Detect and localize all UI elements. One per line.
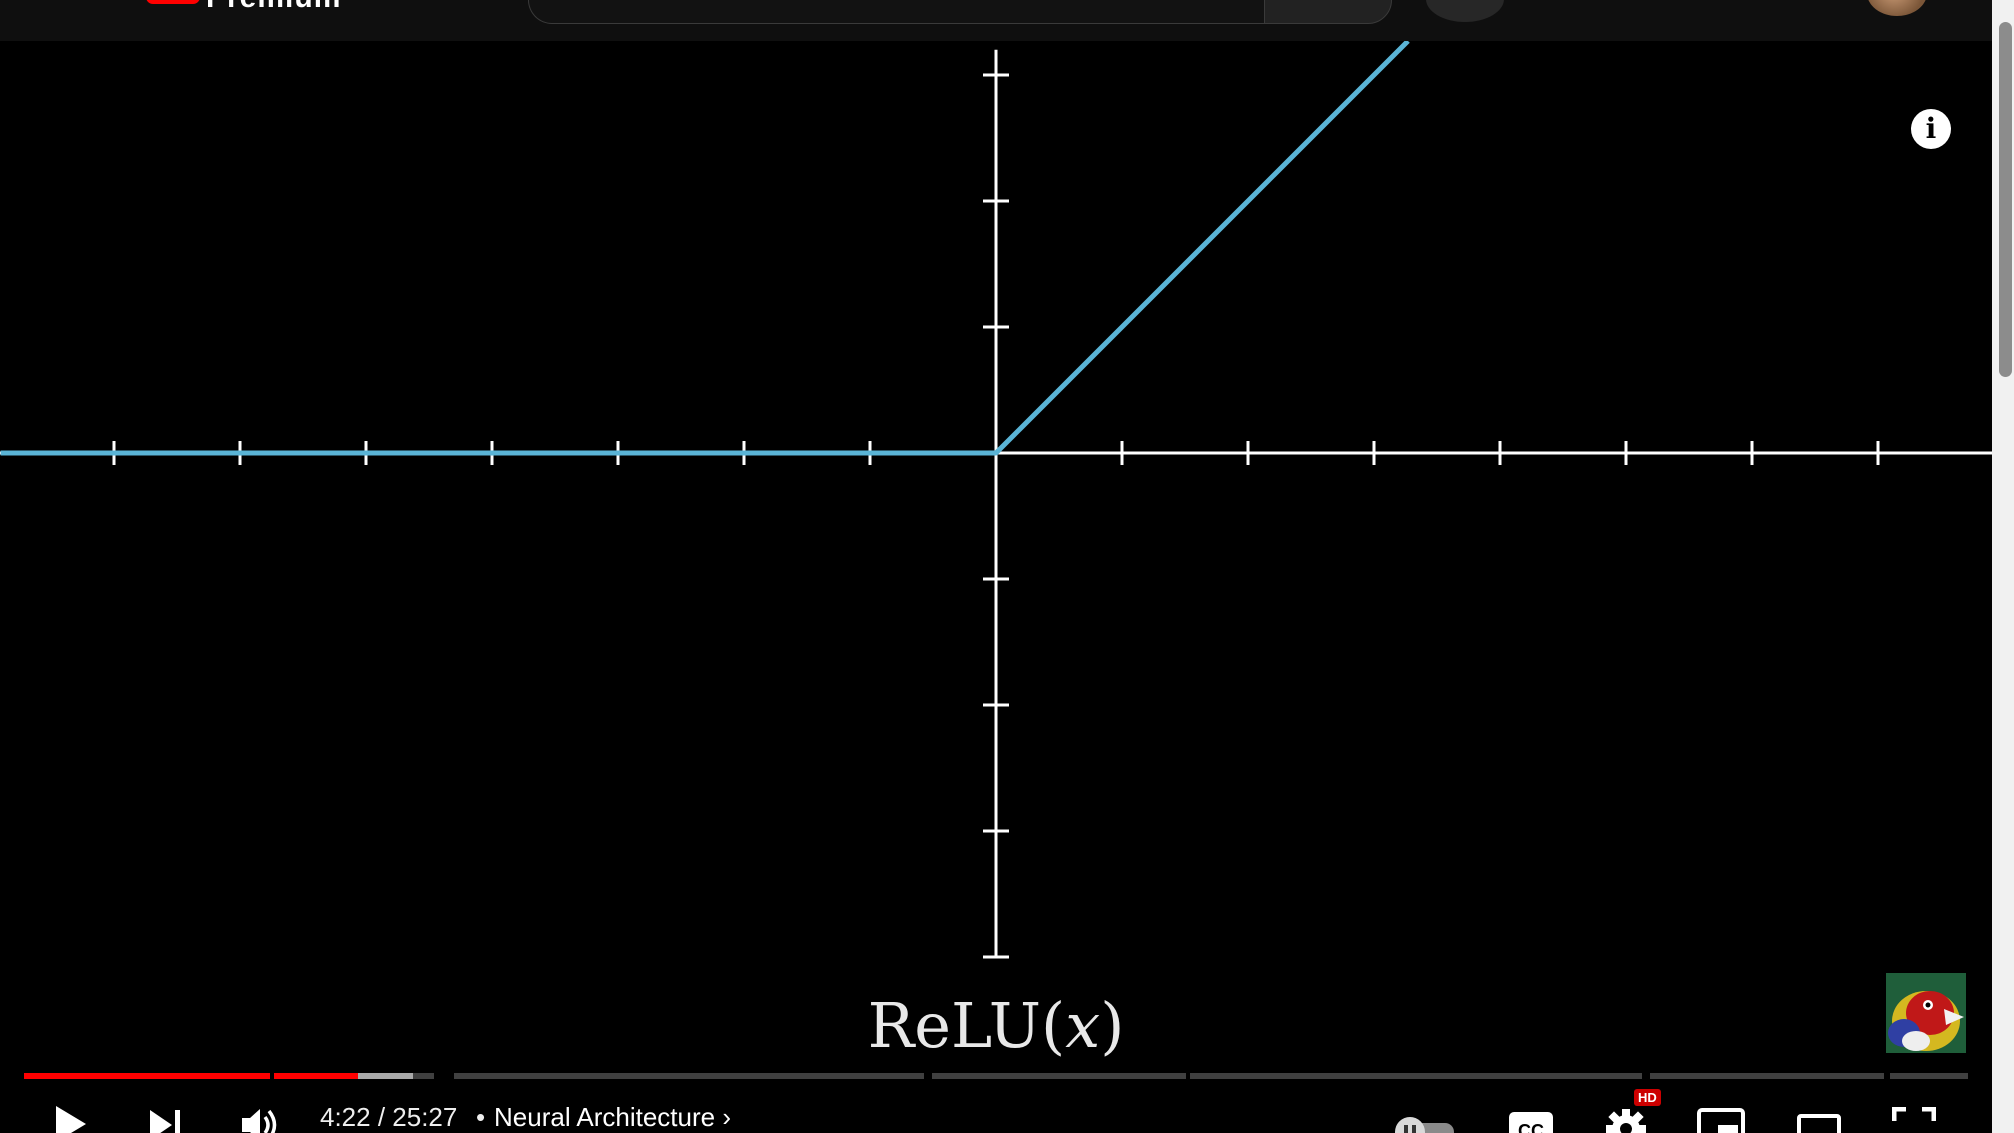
avatar[interactable] xyxy=(1867,0,1927,16)
progress-played xyxy=(24,1073,270,1079)
bird-watermark-icon xyxy=(1886,973,1966,1053)
relu-plot xyxy=(0,41,1992,959)
chapter-separator: • xyxy=(476,1102,486,1132)
svg-text:CC: CC xyxy=(1518,1121,1544,1133)
relu-formula-label: ReLU(x) xyxy=(867,989,1125,1062)
time-display: 4:22 / 25:27 xyxy=(320,1102,458,1132)
volume-icon[interactable] xyxy=(240,1106,282,1133)
progress-chapter-segment[interactable] xyxy=(1650,1073,1884,1079)
autoplay-toggle-icon[interactable] xyxy=(1390,1115,1458,1133)
info-icon[interactable]: i xyxy=(1911,109,1951,149)
fullscreen-icon[interactable] xyxy=(1892,1107,1936,1133)
youtube-logo-icon[interactable] xyxy=(146,0,200,4)
next-icon[interactable] xyxy=(148,1108,184,1133)
progress-chapter-segment[interactable] xyxy=(24,1073,270,1079)
gear-icon[interactable] xyxy=(1604,1107,1648,1133)
scrollbar-thumb[interactable] xyxy=(1999,22,2012,377)
hd-badge: HD xyxy=(1634,1089,1661,1106)
relu-curve xyxy=(0,41,1410,456)
video-player[interactable]: ReLU(x) i 4:22 / 25:27 • Neural Architec… xyxy=(0,41,1992,1133)
progress-chapter-segment[interactable] xyxy=(1190,1073,1642,1079)
logo-premium-text: Premium xyxy=(206,0,341,15)
progress-bar[interactable] xyxy=(24,1073,1968,1079)
search-input[interactable] xyxy=(528,0,1265,24)
progress-chapter-segment[interactable] xyxy=(274,1073,434,1079)
miniplayer-icon[interactable] xyxy=(1696,1107,1746,1133)
theater-icon[interactable] xyxy=(1796,1113,1842,1133)
progress-chapter-segment[interactable] xyxy=(454,1073,924,1079)
progress-chapter-segment[interactable] xyxy=(932,1073,1186,1079)
progress-played xyxy=(274,1073,358,1079)
progress-chapter-segment[interactable] xyxy=(1890,1073,1968,1079)
cc-icon[interactable]: CC xyxy=(1508,1111,1554,1133)
search-button[interactable] xyxy=(1264,0,1392,24)
chevron-right-icon: › xyxy=(722,1102,732,1132)
channel-watermark[interactable] xyxy=(1886,973,1966,1053)
play-icon[interactable] xyxy=(54,1104,88,1133)
voice-search-button[interactable] xyxy=(1426,0,1504,22)
chapter-title-button[interactable]: Neural Architecture › xyxy=(494,1102,732,1132)
